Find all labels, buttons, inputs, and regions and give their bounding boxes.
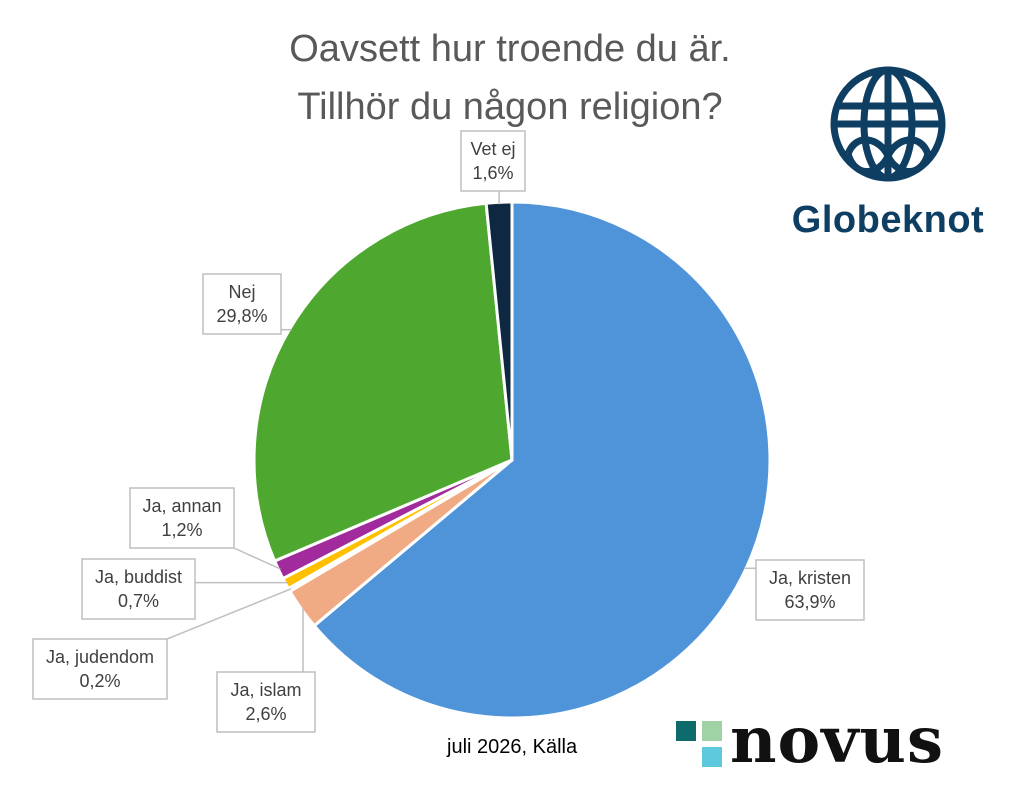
data-label-category: Nej <box>228 282 255 302</box>
data-label-box <box>460 130 526 192</box>
pie-slice-nej <box>252 201 514 563</box>
data-label-value: 0,2% <box>79 671 120 691</box>
data-label-box <box>755 559 865 621</box>
novus-mark-square <box>702 721 722 741</box>
data-label-category: Ja, buddist <box>95 567 182 587</box>
data-label-category: Ja, islam <box>230 680 301 700</box>
data-label-box <box>81 558 196 620</box>
data-label-box <box>216 671 316 733</box>
chart-title-line-1: Oavsett hur troende du är. <box>289 28 731 70</box>
novus-mark-icon <box>676 721 724 769</box>
data-label-value: 29,8% <box>216 306 267 326</box>
globeknot-logo: Globeknot <box>770 62 1006 242</box>
data-label-value: 63,9% <box>784 592 835 612</box>
chart-title: Oavsett hur troende du är. Tillhör du nå… <box>200 20 820 136</box>
novus-mark-square <box>676 721 696 741</box>
leader-line <box>166 588 292 640</box>
footer-note: juli 2026, Källa <box>447 736 578 758</box>
data-label-box <box>202 273 282 335</box>
data-label-category: Ja, annan <box>142 496 221 516</box>
data-label-value: 0,7% <box>118 591 159 611</box>
novus-mark-square <box>702 747 722 767</box>
pie-slice-ja-kristen <box>312 200 772 720</box>
data-label-category: Vet ej <box>470 139 515 159</box>
data-label-value: 1,2% <box>161 520 202 540</box>
novus-mark-square <box>676 747 696 767</box>
leader-line <box>233 547 281 570</box>
data-label-category: Ja, judendom <box>46 647 154 667</box>
data-label-value: 1,6% <box>472 163 513 183</box>
data-label-box <box>32 638 168 700</box>
globe-knot-icon <box>830 66 946 182</box>
novus-wordmark: novus <box>730 703 944 778</box>
data-label-category: Ja, kristen <box>769 568 851 588</box>
data-label-value: 2,6% <box>245 704 286 724</box>
chart-title-line-2: Tillhör du någon religion? <box>297 86 723 128</box>
data-label-box <box>129 487 235 549</box>
globeknot-name: Globeknot <box>791 199 985 241</box>
